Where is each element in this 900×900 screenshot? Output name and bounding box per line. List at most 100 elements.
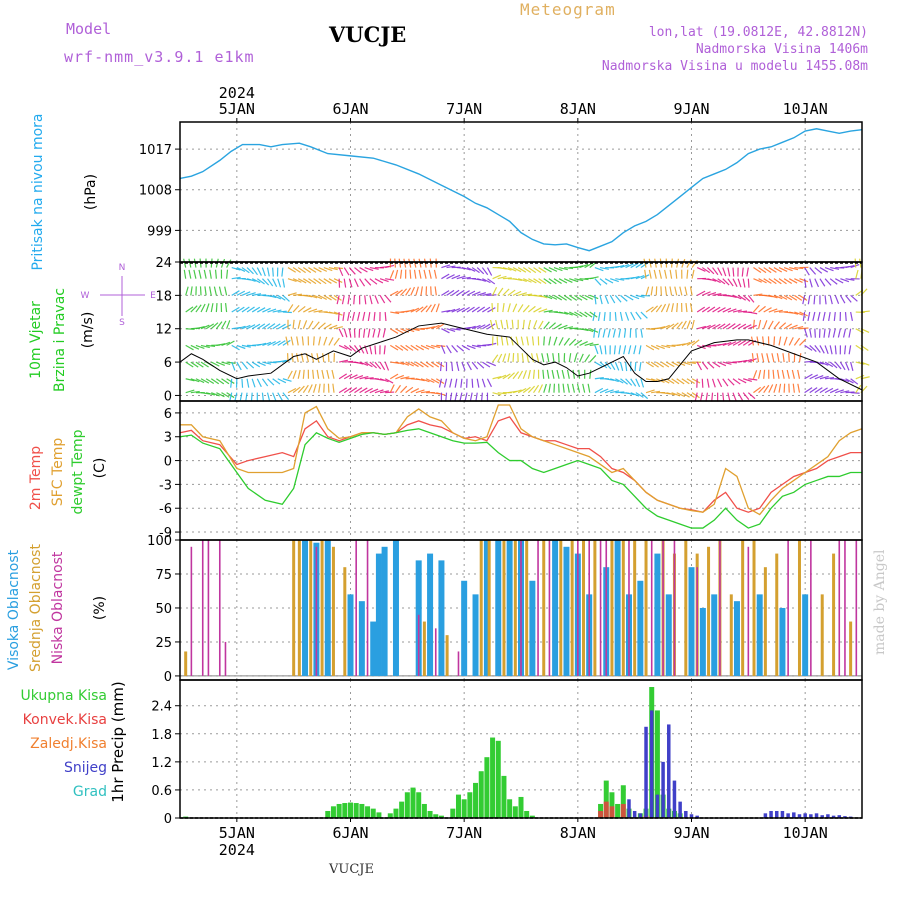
wind-arrow [497, 275, 507, 280]
wind-arrow [594, 377, 604, 380]
wind-axis-label-2: Brzina i Pravac [52, 288, 68, 392]
cloud-mid-bar [292, 540, 296, 676]
wind-arrow [312, 383, 317, 393]
wind-arrow [383, 345, 386, 355]
wind-arrow [302, 369, 305, 379]
wind-arrow [466, 306, 475, 313]
wind-arrow [599, 361, 608, 369]
wind-arrow [699, 392, 703, 402]
wind-arrow [727, 294, 737, 299]
wind-arrow [727, 278, 734, 287]
wind-arrow [648, 269, 652, 279]
wind-arrow [405, 287, 412, 296]
precip-rain-bar [603, 780, 609, 818]
wind-arrow [732, 309, 742, 313]
wind-arrow [323, 266, 333, 272]
precip-rain-bar [490, 737, 496, 818]
cloud-mid-bar [775, 553, 779, 676]
wind-arrow [285, 336, 289, 346]
year-label-bottom: 2024 [219, 841, 255, 859]
wind-arrows [183, 258, 870, 402]
wind-arrow [511, 319, 514, 329]
wind-arrow [261, 378, 269, 387]
wind-arrow [645, 378, 655, 382]
wind-arrow [533, 267, 542, 274]
wind-arrow [705, 392, 709, 402]
wind-arrow [385, 391, 395, 394]
wind-arrow [538, 308, 548, 313]
model-label: Model [66, 20, 112, 38]
wind-arrow [333, 311, 343, 316]
precip-rain-bar [455, 794, 461, 818]
wind-arrow [496, 336, 499, 346]
wind-arrow [456, 275, 466, 280]
y-tick-label: -3 [159, 478, 172, 493]
wind-arrow [640, 311, 648, 319]
x-tick-label-bottom: 10JAN [783, 824, 828, 842]
wind-arrow [420, 286, 423, 296]
wind-arrow [640, 392, 649, 400]
wind-arrow [328, 311, 338, 315]
wind-arrow [318, 383, 321, 393]
wind-arrow [712, 293, 722, 296]
wind-arrow [538, 278, 547, 285]
precip-snow-bar [649, 710, 654, 818]
wind-arrow [568, 294, 578, 301]
wind-arrow [625, 311, 630, 321]
wind-arrow [403, 258, 407, 268]
wind-arrow [656, 344, 665, 350]
wind-arrow [510, 336, 514, 346]
wind-arrow [502, 303, 505, 313]
wind-arrow [313, 321, 320, 330]
wind-arrow [338, 267, 344, 277]
wind-arrow [389, 384, 395, 393]
cloud-high-bar [461, 580, 468, 676]
wind-arrow [527, 369, 531, 379]
wind-arrow [364, 377, 374, 380]
wind-arrow [776, 369, 780, 379]
wind-arrow [768, 294, 778, 299]
wind-arrow [712, 361, 721, 368]
wind-arrow [287, 292, 297, 296]
y-tick-label: 0 [164, 389, 172, 404]
wind-arrow [813, 295, 816, 305]
wind-arrow [855, 361, 865, 365]
wind-arrow [568, 338, 577, 346]
wind-arrow [185, 361, 194, 368]
wind-arrow [297, 278, 307, 284]
precip-rain-bar [399, 801, 405, 818]
wind-arrow [556, 369, 560, 379]
wind-arrow [190, 305, 198, 313]
wind-arrow [564, 326, 574, 330]
wind-arrow [656, 326, 666, 330]
precip-conv-bar [603, 801, 609, 818]
wind-arrow [318, 267, 328, 272]
wind-arrow [466, 361, 472, 371]
wind-arrow [686, 340, 696, 346]
wind-arrow [717, 361, 727, 367]
precip-rain-bar [615, 803, 621, 818]
wind-arrow [476, 378, 480, 388]
wind-arrow [502, 266, 512, 271]
wind-arrow [612, 328, 616, 338]
wind-arrow [347, 311, 350, 321]
wind-arrow [778, 278, 787, 285]
wind-arrow [567, 383, 570, 393]
wind-arrow [635, 274, 645, 280]
wind-arrow [185, 389, 195, 394]
wind-arrow [469, 392, 473, 402]
year-label-top: 2024 [219, 84, 255, 102]
wind-arrow [328, 266, 338, 271]
wind-arrow [561, 369, 565, 379]
cloud-low-bar [355, 540, 357, 676]
y-tick-label: 1.8 [151, 728, 172, 743]
wind-arrow [793, 337, 801, 346]
wind-arrow [221, 341, 231, 346]
x-tick-label-top: 10JAN [783, 100, 828, 118]
wind-arrow [308, 294, 318, 299]
wind-arrow [686, 269, 689, 279]
wind-arrow [594, 387, 604, 394]
wind-arrow [472, 344, 482, 348]
wind-arrow [737, 278, 742, 288]
wind-arrow [658, 269, 662, 279]
